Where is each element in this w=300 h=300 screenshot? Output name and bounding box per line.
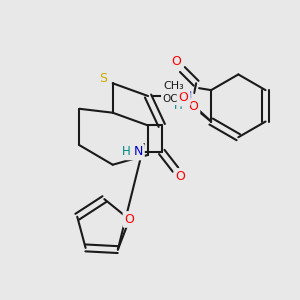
Text: O: O bbox=[172, 55, 182, 68]
Text: O: O bbox=[188, 100, 198, 113]
Text: H: H bbox=[174, 99, 183, 112]
Text: OCH₃: OCH₃ bbox=[162, 94, 190, 104]
Text: H: H bbox=[126, 146, 135, 158]
Text: N: N bbox=[134, 146, 143, 158]
Text: S: S bbox=[99, 72, 107, 85]
Text: O: O bbox=[176, 170, 185, 183]
Text: N: N bbox=[134, 146, 143, 158]
Text: N: N bbox=[183, 89, 192, 103]
Text: O: O bbox=[179, 92, 189, 104]
Text: H: H bbox=[122, 146, 131, 158]
Text: O: O bbox=[124, 213, 134, 226]
Text: CH₃: CH₃ bbox=[164, 81, 184, 91]
